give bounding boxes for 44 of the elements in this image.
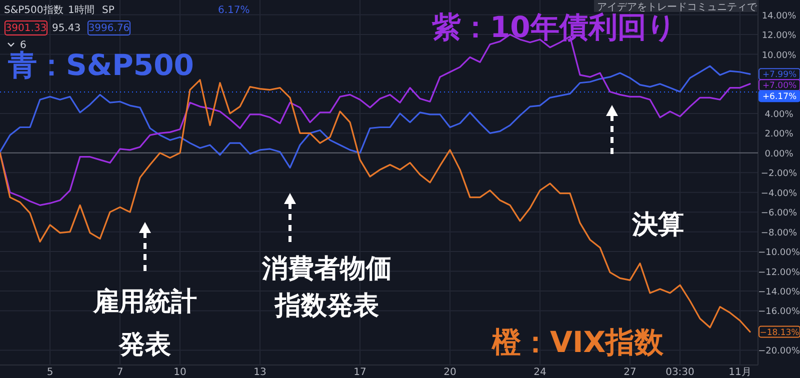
- y-tick-label: −20.00%: [758, 346, 800, 357]
- x-tick-label: 7: [116, 367, 124, 378]
- series-label: 青：S&P500: [7, 48, 194, 82]
- annotation: SP: [102, 5, 114, 16]
- y-tick-label: 10.00%: [762, 50, 797, 61]
- y-tick-label: −10.00%: [758, 248, 800, 258]
- y-tick-label: 4.00%: [764, 110, 794, 120]
- annotation: 1時間: [68, 4, 94, 16]
- y-tick-label: −14.00%: [758, 288, 800, 298]
- x-tick-label: 20: [444, 367, 456, 378]
- annotation: アイデアをトレードコミュニティで: [597, 2, 758, 13]
- x-tick-label: 13: [254, 367, 266, 378]
- annotation: 6: [20, 40, 26, 51]
- annotation: 95.43: [52, 23, 81, 34]
- y-tick-label: 0.00%: [764, 149, 794, 160]
- y-tick-label: 2.00%: [764, 130, 794, 140]
- y-tick-label: 14.00%: [762, 11, 797, 22]
- annotation: S&P500指数: [4, 4, 64, 16]
- data-label: +7.00%: [762, 81, 797, 92]
- annotation: 3996.76: [88, 23, 130, 34]
- annotation: 雇用統計発表: [92, 287, 197, 360]
- x-tick-label: 10: [174, 367, 186, 378]
- y-tick-label: −4.00%: [760, 188, 798, 199]
- data-label: +7.99%: [762, 70, 797, 80]
- x-tick-label: 27: [624, 367, 636, 378]
- y-tick-label: −8.00%: [760, 228, 798, 238]
- y-tick-label: −12.00%: [758, 268, 800, 278]
- y-tick-label: 12.00%: [762, 31, 797, 42]
- series-label: 橙：VIX指数: [491, 325, 665, 359]
- x-tick-label: 5: [46, 367, 54, 378]
- y-tick-label: −6.00%: [760, 208, 798, 219]
- annotation: 3901.33: [5, 23, 47, 34]
- x-tick-label: 24: [534, 367, 546, 378]
- ref-line-label: +6.17%: [762, 92, 797, 102]
- x-tick-label: 03:30: [666, 367, 694, 378]
- y-tick-label: −2.00%: [760, 169, 798, 180]
- x-tick-label: 11月: [728, 367, 752, 378]
- annotation: 決算: [631, 210, 684, 240]
- series-label: 紫：10年債利回り: [431, 10, 676, 44]
- data-label: −18.13%: [760, 328, 800, 338]
- annotation: 消費者物価指数発表: [261, 254, 392, 321]
- y-tick-label: −16.00%: [758, 307, 800, 318]
- x-tick-label: 17: [354, 367, 366, 378]
- annotation: 6.17%: [218, 5, 250, 16]
